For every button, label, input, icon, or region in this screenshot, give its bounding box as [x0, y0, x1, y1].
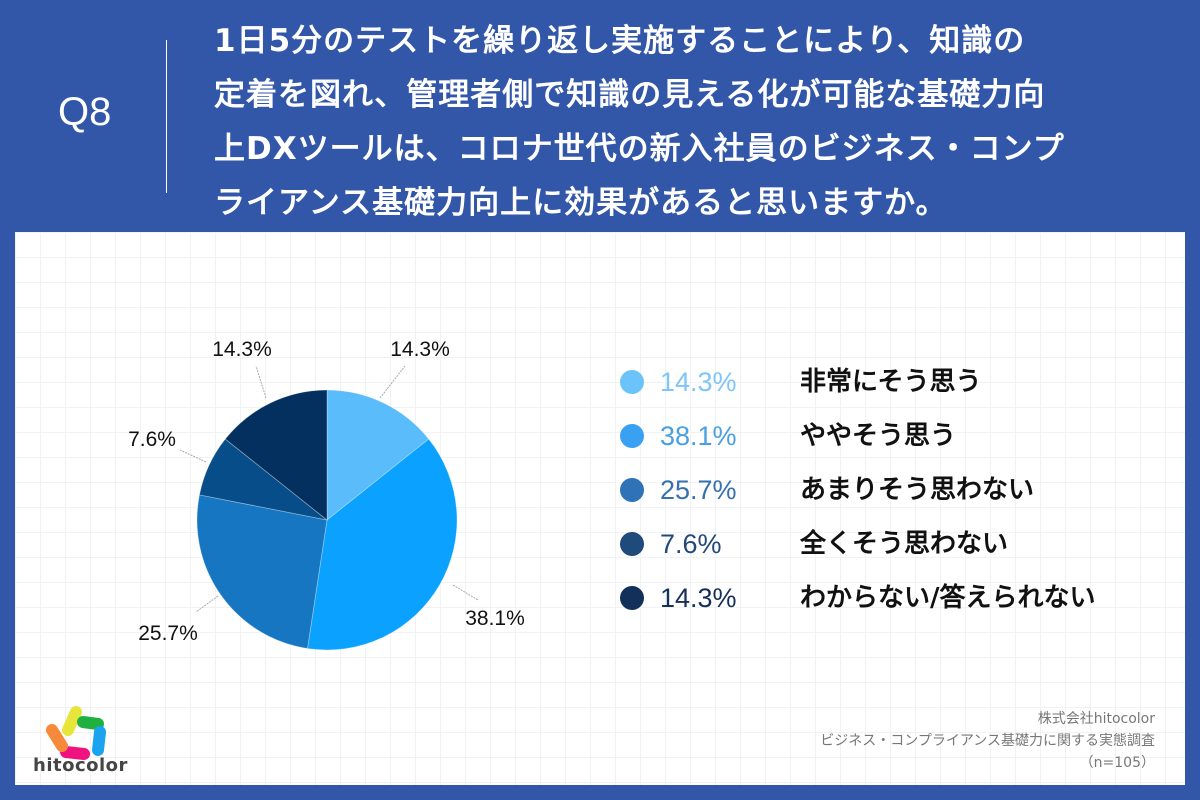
legend-percent: 14.3%: [660, 367, 737, 397]
legend-percent: 14.3%: [660, 583, 737, 613]
legend-dot-icon: [620, 424, 644, 448]
slice-label: 38.1%: [465, 607, 525, 630]
leader-line: [195, 595, 219, 613]
source-note: 株式会社hitocolor ビジネス・コンプライアンス基礎力に関する実態調査 （…: [820, 708, 1155, 774]
legend-label: あまりそう思わない: [800, 475, 1035, 505]
header-banner: Q8 1日5分のテストを繰り返し実施することにより、知識の 定着を図れ、管理者側…: [0, 0, 1200, 232]
slice-label: 14.3%: [212, 338, 272, 361]
pie-slice: [307, 438, 458, 651]
pie-slice: [326, 389, 430, 521]
pie-slice: [196, 494, 328, 649]
legend-dot-icon: [620, 478, 644, 502]
legend-label: 非常にそう思う: [800, 367, 982, 397]
slice-label: 14.3%: [390, 338, 450, 361]
hitocolor-logo-icon: [46, 706, 106, 760]
question-line: 上DXツールは、コロナ世代の新入社員のビジネス・コンプ: [214, 131, 1065, 167]
slice-label: 7.6%: [128, 428, 176, 451]
pie-slice: [224, 389, 328, 521]
source-survey: ビジネス・コンプライアンス基礎力に関する実態調査: [820, 733, 1155, 749]
slice-label: 25.7%: [138, 622, 198, 645]
question-text: 1日5分のテストを繰り返し実施することにより、知識の 定着を図れ、管理者側で知識…: [214, 14, 1174, 230]
legend-label: わからない/答えられない: [800, 583, 1096, 613]
legend-dot-icon: [620, 586, 644, 610]
question-line: 1日5分のテストを繰り返し実施することにより、知識の: [214, 23, 1026, 59]
source-sample-size: （n=105）: [1079, 755, 1155, 771]
question-line: 定着を図れ、管理者側で知識の見える化が可能な基礎力向: [214, 77, 1046, 113]
legend-label: ややそう思う: [800, 421, 957, 451]
legend-percent: 38.1%: [660, 421, 737, 451]
legend-percent: 25.7%: [660, 475, 737, 505]
question-line: ライアンス基礎力向上に効果があると思いますか。: [214, 185, 948, 221]
question-number: Q8: [58, 90, 112, 134]
logo-text: hitocolor: [33, 755, 128, 776]
leader-line: [255, 365, 267, 399]
leader-line: [452, 584, 479, 601]
legend-dot-icon: [620, 532, 644, 556]
legend-dot-icon: [620, 370, 644, 394]
header-divider: [166, 40, 167, 193]
leader-line: [379, 365, 406, 399]
leader-line: [179, 449, 207, 463]
pie-slice: [198, 438, 328, 521]
source-company: 株式会社hitocolor: [1037, 711, 1155, 727]
legend-percent: 7.6%: [660, 529, 722, 559]
legend-label: 全くそう思わない: [800, 529, 1009, 559]
